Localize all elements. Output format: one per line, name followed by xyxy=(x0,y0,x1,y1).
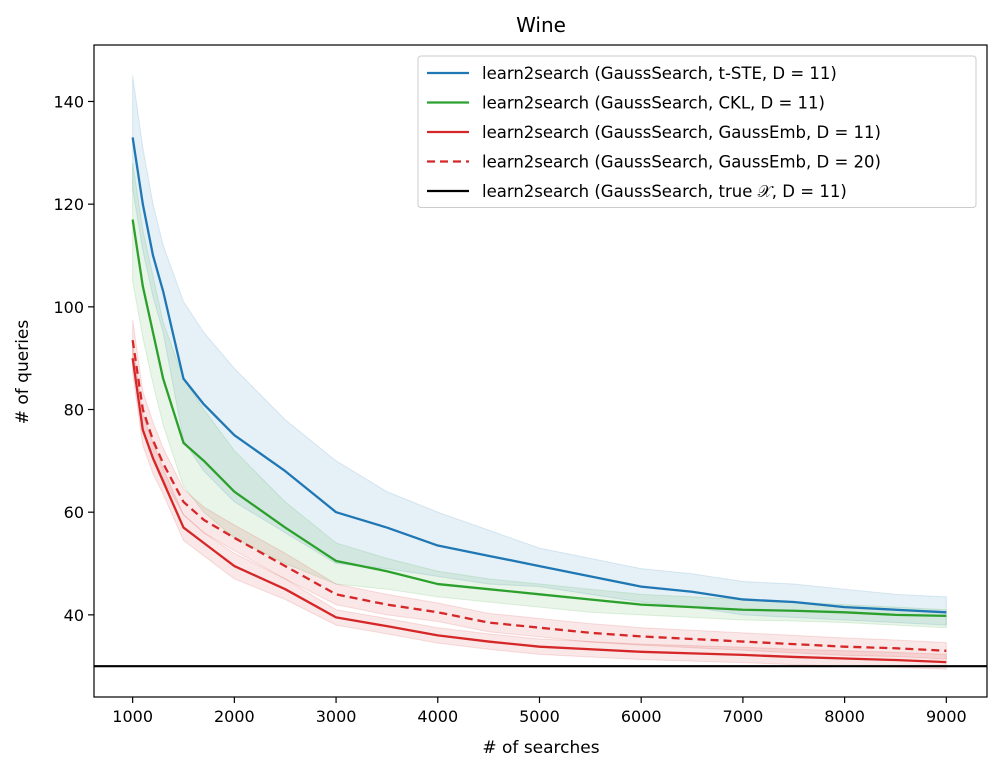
confidence-band-3 xyxy=(132,342,947,670)
legend: learn2search (GaussSearch, t-STE, D = 11… xyxy=(417,55,977,208)
legend-entry: learn2search (GaussSearch, CKL, D = 11) xyxy=(482,94,825,113)
legend-entry: learn2search (GaussSearch, GaussEmb, D =… xyxy=(482,123,881,142)
y-tick-label: 120 xyxy=(53,195,84,214)
legend-box xyxy=(417,55,977,208)
y-axis-ticks: 40 60 80 100 120 140 xyxy=(53,92,94,625)
y-tick-label: 40 xyxy=(64,606,84,625)
series-line-3 xyxy=(131,358,947,664)
x-axis-ticks: 1000 2000 3000 4000 5000 6000 7000 8000 9000 xyxy=(112,697,967,726)
legend-entry: learn2search (GaussSearch, true 𝒳, D = 1… xyxy=(482,182,847,201)
chart-title: Wine xyxy=(516,13,566,37)
x-axis-label: # of searches xyxy=(482,738,599,758)
confidence-bands xyxy=(132,75,947,670)
x-tick-label: 5000 xyxy=(519,707,560,726)
confidence-band-4 xyxy=(132,319,947,660)
x-tick-label: 7000 xyxy=(723,707,764,726)
legend-entry: learn2search (GaussSearch, t-STE, D = 11… xyxy=(482,64,837,83)
confidence-band-1 xyxy=(132,75,947,626)
y-tick-label: 100 xyxy=(53,298,84,317)
series-line-4 xyxy=(131,340,947,652)
legend-entry: learn2search (GaussSearch, GaussEmb, D =… xyxy=(482,153,881,172)
x-tick-label: 9000 xyxy=(926,707,967,726)
series-line-2 xyxy=(131,219,947,618)
y-axis-label: # of queries xyxy=(13,320,33,425)
y-tick-label: 140 xyxy=(53,92,84,111)
x-tick-label: 8000 xyxy=(824,707,865,726)
y-tick-label: 80 xyxy=(64,401,84,420)
x-tick-label: 1000 xyxy=(112,707,153,726)
x-tick-label: 3000 xyxy=(316,707,357,726)
series-line-1 xyxy=(131,137,947,614)
y-tick-label: 60 xyxy=(64,503,84,522)
x-tick-label: 4000 xyxy=(417,707,458,726)
plot-frame xyxy=(93,44,988,698)
x-tick-label: 2000 xyxy=(214,707,255,726)
x-tick-label: 6000 xyxy=(621,707,662,726)
confidence-band-2 xyxy=(132,163,947,629)
series-lines xyxy=(94,137,987,668)
